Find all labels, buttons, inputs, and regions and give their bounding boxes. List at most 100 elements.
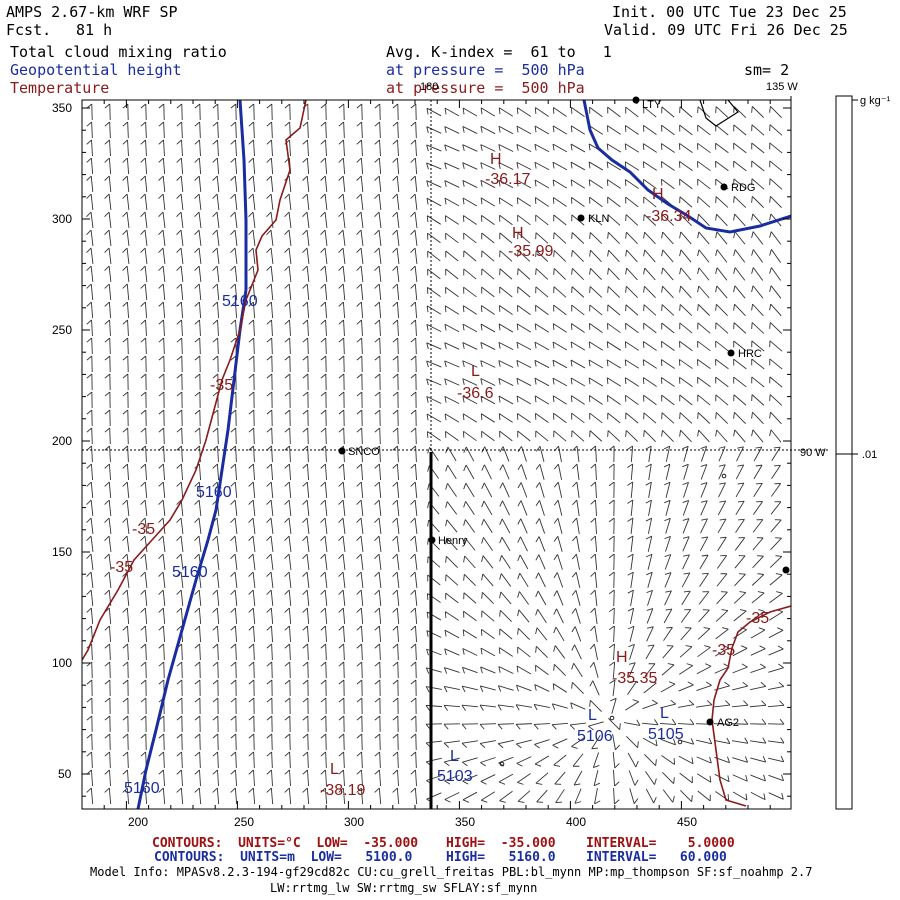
wind-barb — [463, 501, 475, 515]
wind-barb — [302, 481, 310, 499]
wind-barb — [320, 535, 328, 552]
wind-barb — [374, 157, 382, 175]
wind-barb — [481, 573, 494, 587]
wind-barb — [444, 197, 460, 207]
wind-barb — [462, 360, 478, 368]
wind-barb — [266, 733, 273, 751]
wind-barb — [392, 229, 400, 246]
wind-barb — [122, 661, 129, 679]
wind-barb — [661, 322, 675, 334]
wind-barb — [266, 625, 273, 643]
wind-barb — [643, 124, 657, 136]
wind-barb — [284, 283, 292, 301]
wind-barb — [194, 733, 201, 751]
wind-barb — [374, 715, 381, 733]
wind-barb — [679, 772, 693, 784]
wind-barb — [176, 373, 183, 391]
wind-barb — [158, 787, 166, 805]
wind-barb — [517, 464, 528, 480]
wind-barb — [230, 715, 237, 733]
wind-barb — [248, 481, 256, 499]
wind-barb — [682, 445, 689, 462]
wind-barb — [517, 554, 529, 570]
wind-barb — [426, 360, 442, 368]
wind-barb — [444, 378, 460, 386]
wind-barb — [608, 463, 615, 481]
wind-barb — [302, 211, 310, 228]
wind-barb — [86, 607, 94, 625]
wind-barb — [158, 499, 166, 517]
wind-barb — [733, 394, 747, 406]
wind-barb — [697, 627, 711, 640]
wind-barb — [302, 787, 310, 805]
coastline — [429, 100, 739, 809]
y-tick-150: 150 — [52, 545, 72, 559]
wind-barb — [625, 231, 638, 245]
wind-barb — [320, 355, 327, 373]
wind-barb — [392, 463, 400, 481]
wind-barb — [697, 394, 711, 406]
wind-barb — [769, 105, 782, 119]
wind-barb — [140, 733, 147, 751]
wind-barb — [248, 427, 255, 445]
wind-barb — [266, 481, 274, 499]
wind-barb — [517, 304, 531, 316]
wind-barb — [86, 535, 94, 552]
wind-barb — [266, 355, 273, 373]
wind-barb — [626, 736, 639, 748]
wind-barb — [212, 697, 219, 715]
wind-barb — [515, 723, 533, 730]
wind-barb — [392, 715, 399, 733]
wind-barb — [553, 304, 567, 316]
wind-barb — [715, 358, 729, 370]
wind-barb — [624, 719, 641, 726]
wind-barb — [356, 193, 364, 211]
height-label: 5106 — [577, 728, 613, 745]
low-marker: L — [330, 761, 339, 778]
wind-barb — [768, 645, 784, 656]
wind-barb — [625, 249, 638, 263]
wind-barb — [588, 395, 603, 405]
wind-barb — [266, 409, 273, 427]
wind-barb — [266, 229, 274, 246]
wind-barb — [374, 481, 382, 499]
wind-barb — [715, 196, 729, 208]
wind-barb — [158, 733, 165, 751]
wind-barb — [716, 591, 728, 605]
wind-barb — [590, 589, 598, 606]
wind-barb — [230, 103, 237, 121]
wind-barb — [663, 463, 671, 480]
wind-barb — [410, 337, 417, 355]
wind-barb — [410, 121, 417, 139]
wind-barb — [158, 247, 166, 264]
wind-barb — [104, 157, 112, 175]
wind-barb — [462, 666, 478, 674]
wind-barb — [590, 463, 597, 481]
wind-barb — [498, 179, 514, 189]
wind-barb — [462, 342, 478, 350]
wind-barb — [338, 157, 346, 175]
wind-barb — [266, 121, 273, 139]
wind-barb — [374, 319, 381, 337]
wind-barb — [140, 643, 147, 661]
wind-barb — [751, 160, 765, 172]
wind-barb — [681, 590, 691, 606]
wind-barb — [266, 265, 274, 283]
wind-barb — [732, 681, 749, 691]
wind-barb — [248, 211, 256, 228]
wind-barb — [661, 124, 675, 136]
wind-barb — [194, 427, 201, 445]
wind-barb — [679, 267, 692, 281]
wind-barb — [679, 663, 693, 675]
wind-barb — [625, 267, 638, 281]
wind-barb — [697, 196, 711, 208]
wind-barb — [356, 679, 363, 697]
wind-barb — [248, 139, 255, 157]
wind-barb — [769, 195, 782, 209]
wind-barb — [462, 774, 478, 785]
wind-barb — [392, 535, 400, 552]
wind-barb — [572, 499, 580, 516]
wind-barb — [516, 756, 532, 767]
wind-barb — [212, 337, 219, 355]
wind-barb — [122, 139, 129, 157]
